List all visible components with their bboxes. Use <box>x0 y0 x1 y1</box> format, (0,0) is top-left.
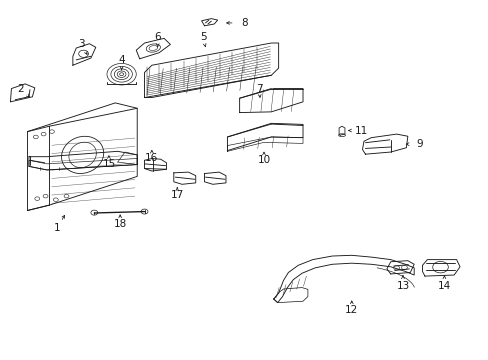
Text: 2: 2 <box>17 84 23 94</box>
Text: 8: 8 <box>241 18 247 28</box>
Text: 18: 18 <box>113 219 126 229</box>
Text: 5: 5 <box>199 32 206 41</box>
Text: 10: 10 <box>257 155 270 165</box>
Text: 9: 9 <box>416 139 423 149</box>
Text: 14: 14 <box>437 281 450 291</box>
Text: 13: 13 <box>396 281 409 291</box>
Text: 6: 6 <box>154 32 161 41</box>
Text: 3: 3 <box>78 39 84 49</box>
Text: 17: 17 <box>170 190 183 200</box>
Text: 16: 16 <box>145 153 158 163</box>
Text: 12: 12 <box>345 305 358 315</box>
Text: 4: 4 <box>118 55 124 65</box>
Text: 11: 11 <box>354 126 367 135</box>
Text: 1: 1 <box>53 224 60 233</box>
Text: 7: 7 <box>255 84 262 94</box>
Text: 15: 15 <box>102 159 115 169</box>
